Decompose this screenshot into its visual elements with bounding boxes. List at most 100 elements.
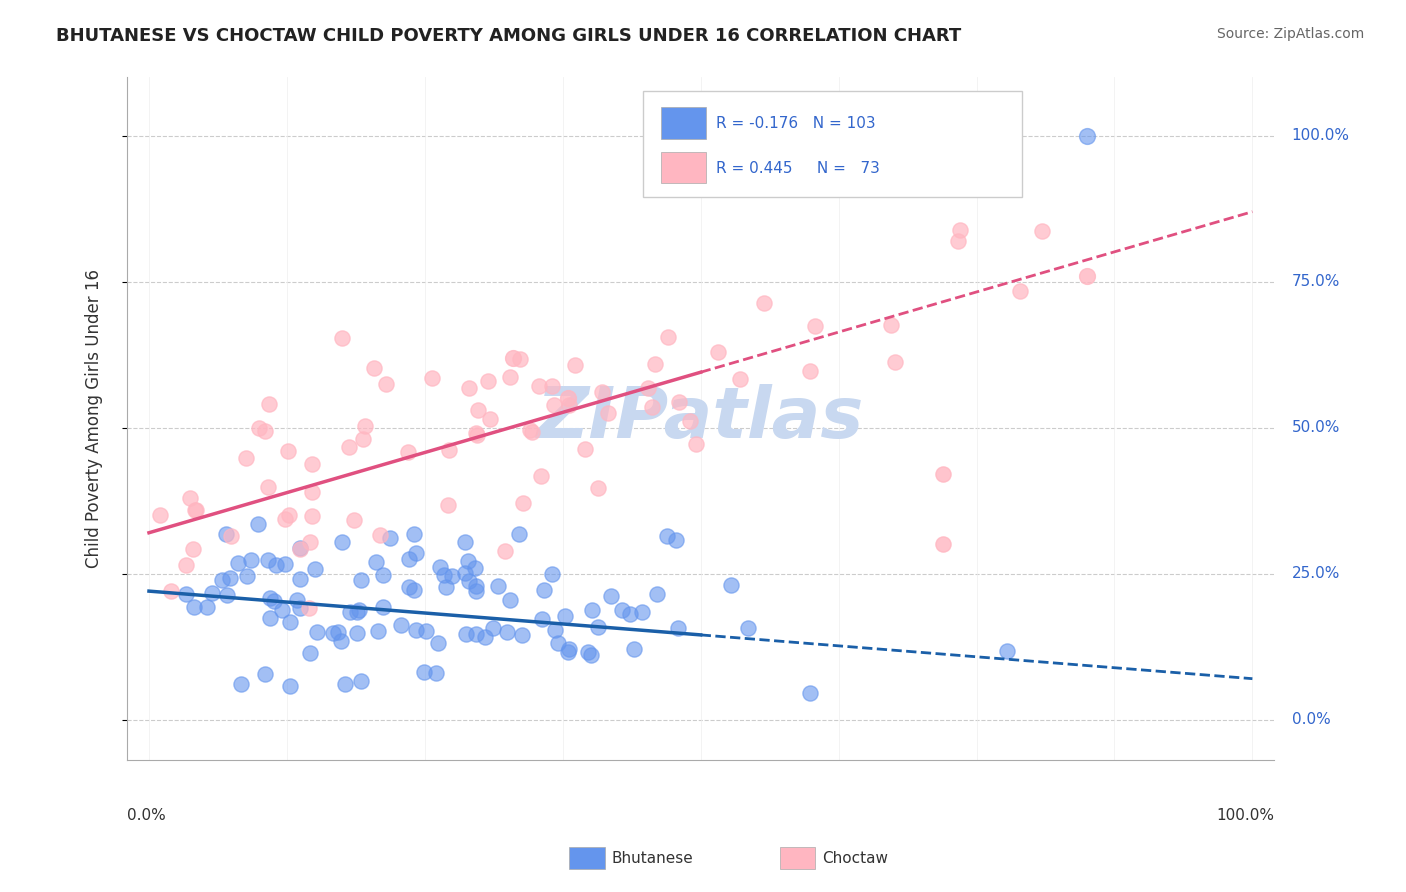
Point (666, 621, 689, 635)
Point (149, 508, 172, 523)
Point (657, 529, 679, 543)
Point (352, 433, 374, 447)
Point (600, 590, 623, 604)
Point (413, 665, 436, 680)
Point (454, 566, 477, 580)
Point (398, 552, 420, 566)
Point (685, 437, 707, 451)
Point (679, 414, 702, 428)
Point (304, 561, 326, 575)
Point (928, 162, 950, 177)
Point (160, 584, 183, 599)
Point (502, 351, 524, 365)
Point (274, 512, 297, 526)
Point (343, 513, 366, 527)
Point (512, 496, 534, 510)
Point (288, 541, 311, 556)
Point (328, 624, 350, 639)
Point (333, 677, 356, 691)
Point (367, 624, 389, 638)
Point (557, 642, 579, 657)
Point (591, 385, 613, 400)
Point (612, 603, 634, 617)
Point (277, 508, 299, 522)
Point (486, 579, 509, 593)
Point (558, 398, 581, 412)
Point (432, 567, 454, 582)
Point (298, 534, 321, 549)
Point (527, 379, 550, 393)
Point (368, 528, 391, 542)
Text: BHUTANESE VS CHOCTAW CHILD POVERTY AMONG GIRLS UNDER 16 CORRELATION CHART: BHUTANESE VS CHOCTAW CHILD POVERTY AMONG… (56, 27, 962, 45)
Point (257, 397, 280, 411)
Point (280, 615, 302, 630)
Text: ZIPatlas: ZIPatlas (537, 384, 865, 453)
Point (541, 566, 564, 581)
Point (329, 633, 352, 648)
Point (179, 491, 201, 505)
Point (404, 582, 426, 597)
Point (533, 583, 555, 598)
Point (236, 569, 259, 583)
Text: 100.0%: 100.0% (1216, 808, 1274, 823)
Point (337, 440, 360, 454)
Point (247, 516, 270, 531)
Point (259, 611, 281, 625)
Point (195, 599, 218, 614)
Point (346, 605, 368, 619)
Point (588, 620, 610, 634)
Point (425, 665, 447, 680)
Point (641, 401, 664, 415)
Point (579, 648, 602, 663)
Point (637, 381, 659, 395)
Point (499, 592, 522, 607)
Text: 0.0%: 0.0% (127, 808, 166, 823)
Point (644, 357, 666, 371)
Point (494, 544, 516, 558)
Point (330, 331, 353, 345)
Point (218, 571, 240, 585)
Text: 100.0%: 100.0% (1292, 128, 1350, 144)
Point (623, 641, 645, 656)
Point (266, 558, 288, 572)
Point (273, 557, 295, 571)
Point (253, 666, 276, 681)
Point (299, 646, 322, 660)
Point (657, 330, 679, 344)
Point (211, 574, 233, 588)
Point (270, 603, 292, 617)
Point (256, 480, 278, 494)
Point (880, 318, 903, 332)
Point (737, 621, 759, 635)
Text: 75.0%: 75.0% (1292, 274, 1340, 289)
Point (415, 624, 437, 639)
Point (465, 626, 488, 640)
Point (305, 624, 328, 639)
Point (576, 645, 599, 659)
Point (508, 527, 530, 541)
Point (479, 411, 502, 425)
Point (301, 458, 323, 472)
Point (557, 645, 579, 659)
Point (465, 427, 488, 442)
Text: Choctaw: Choctaw (823, 851, 889, 865)
Point (330, 535, 353, 549)
Point (510, 628, 533, 642)
Point (519, 423, 541, 437)
Point (363, 361, 385, 376)
Text: Bhutanese: Bhutanese (612, 851, 693, 865)
Point (564, 358, 586, 372)
Point (437, 498, 460, 512)
Point (285, 593, 308, 607)
Point (427, 635, 450, 649)
Point (1076, 268, 1098, 283)
Point (554, 608, 576, 623)
Point (465, 583, 488, 598)
Point (235, 450, 257, 465)
Point (464, 561, 486, 575)
Point (298, 601, 321, 615)
Point (239, 553, 262, 567)
Point (184, 502, 207, 516)
Point (349, 673, 371, 688)
Point (799, 364, 821, 378)
